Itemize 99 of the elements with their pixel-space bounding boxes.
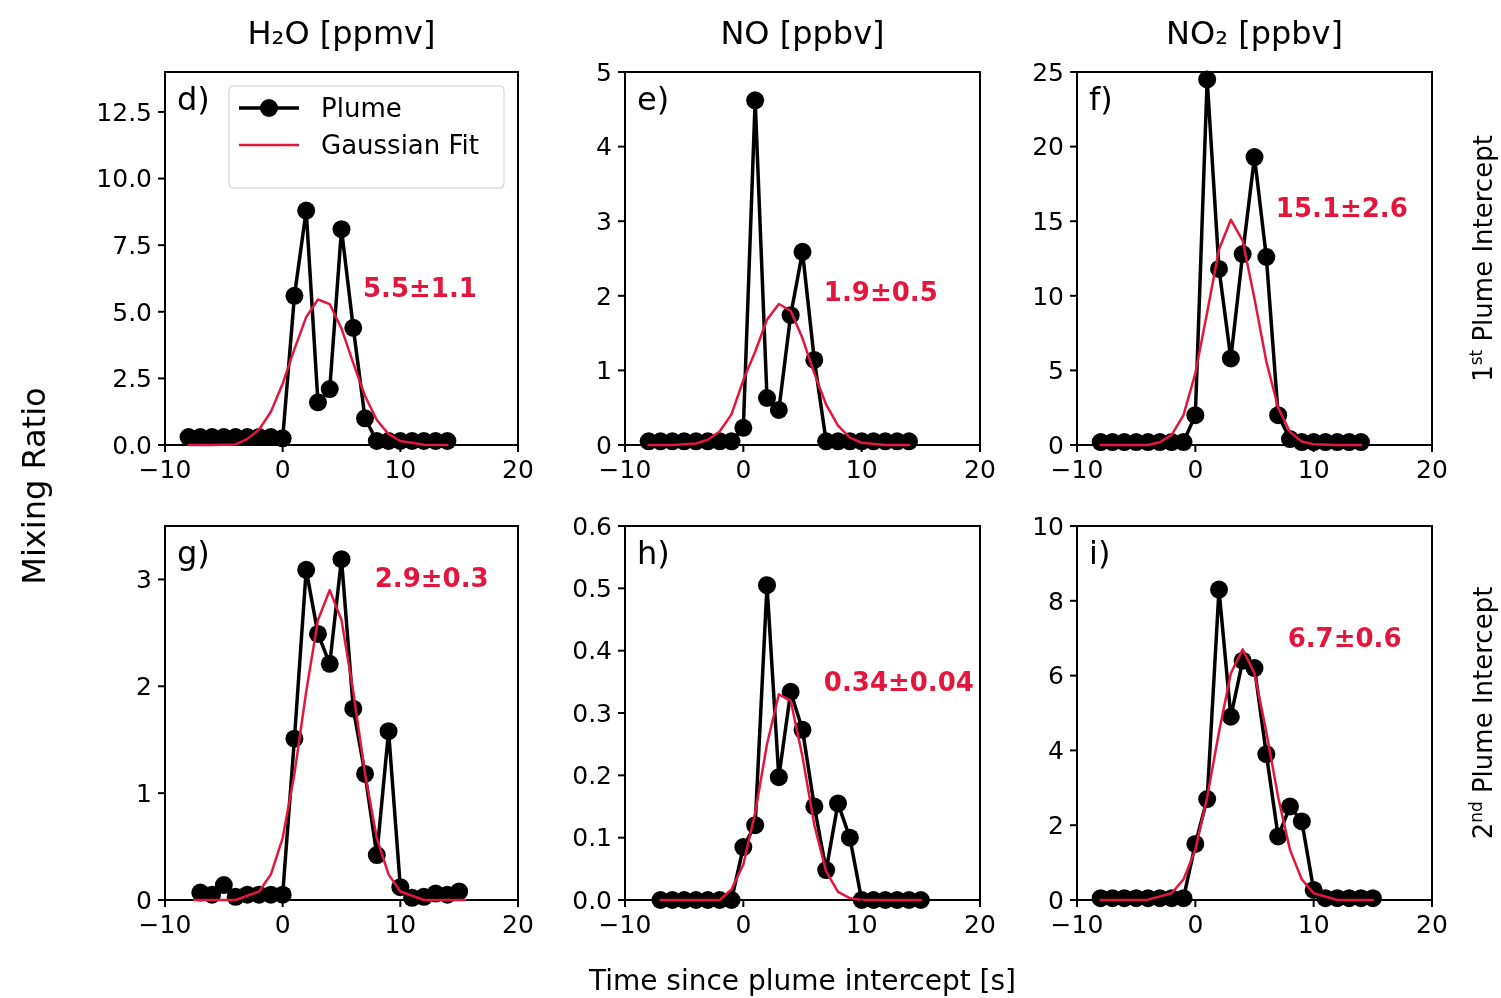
y-tick-label: 8 [1048, 586, 1064, 616]
y-tick-label: 2.5 [112, 364, 152, 394]
point [1221, 707, 1240, 726]
x-tick-label: 20 [964, 455, 996, 484]
annotation: f) [1089, 80, 1113, 118]
x-tick-label: 10 [1297, 910, 1330, 939]
x-tick-label: 0 [274, 455, 291, 484]
annotation: 6.7±0.6 [1287, 622, 1402, 653]
y-tick-label: 3 [596, 206, 612, 236]
annotation: h) [637, 534, 670, 572]
x-tick-label: 10 [384, 910, 417, 939]
x-tick-label: 0 [1187, 910, 1204, 939]
point [781, 682, 800, 701]
x-tick-label: 0 [735, 910, 752, 939]
x-axis-title: Time since plume intercept [s] [587, 964, 1017, 997]
annotation: i) [1089, 534, 1111, 572]
x-tick-label: 20 [1416, 455, 1448, 484]
point [746, 91, 765, 110]
y-tick-label: 0.2 [572, 761, 612, 791]
annotation: 1.9±0.5 [823, 277, 938, 308]
y-tick-label: 20 [1032, 132, 1064, 162]
y-tick-label: 5 [1048, 356, 1064, 386]
point [1292, 812, 1311, 831]
annotation: 15.1±2.6 [1275, 192, 1408, 223]
y-tick-label: 3 [136, 565, 152, 595]
y-tick-label: 5 [596, 57, 612, 87]
x-tick-label: 0 [1187, 455, 1204, 484]
y-tick-label: 12.5 [96, 97, 152, 127]
point [356, 409, 375, 428]
y-tick-label: 0.3 [572, 698, 612, 728]
point [320, 654, 339, 673]
x-tick-label: 10 [845, 910, 878, 939]
point [308, 393, 327, 412]
point [332, 550, 351, 569]
legend-label: Gaussian Fit [321, 130, 480, 161]
annotation: 2.9±0.3 [374, 563, 489, 594]
point [769, 400, 788, 419]
y-tick-label: 2 [1048, 810, 1064, 840]
point [1245, 148, 1264, 167]
point [332, 220, 351, 239]
x-tick-label: 10 [845, 455, 878, 484]
x-tick-label: 10 [384, 455, 417, 484]
y-tick-label: 4 [596, 132, 612, 162]
chart-title: NO [ppbv] [720, 14, 885, 52]
point [793, 242, 812, 261]
x-tick-label: 0 [274, 910, 291, 939]
y-axis-title: Mixing Ratio [15, 387, 53, 585]
x-tick-label: 20 [502, 910, 534, 939]
y-tick-label: 0.6 [572, 511, 612, 541]
point [734, 418, 753, 437]
x-tick-label: 0 [735, 455, 752, 484]
y-tick-label: 5.0 [112, 297, 152, 327]
point [1281, 797, 1299, 816]
point [758, 576, 776, 595]
y-tick-label: 25 [1032, 57, 1064, 87]
point [450, 882, 469, 901]
point [769, 768, 788, 787]
y-tick-label: 2 [596, 281, 612, 311]
point [297, 560, 316, 579]
point [1221, 349, 1240, 368]
x-tick-label: 20 [502, 455, 534, 484]
annotation: g) [177, 534, 210, 572]
point [829, 794, 847, 813]
point [1210, 580, 1228, 599]
y-tick-label: 4 [1048, 736, 1064, 766]
y-tick-label: 0.1 [572, 823, 612, 853]
point [1186, 406, 1205, 425]
point [758, 389, 776, 407]
annotation: e) [637, 80, 670, 118]
point [379, 722, 398, 741]
y-tick-label: 2 [136, 672, 152, 702]
chart-title: NO₂ [ppbv] [1166, 14, 1343, 52]
point [1269, 827, 1288, 846]
x-tick-label: 20 [1416, 910, 1448, 939]
x-tick-label: 20 [964, 910, 996, 939]
point [344, 318, 363, 337]
y-tick-label: 1 [596, 356, 612, 386]
annotation: 0.34±0.04 [823, 667, 974, 698]
y-tick-label: 10 [1032, 511, 1064, 541]
annotation: d) [177, 80, 210, 118]
y-tick-label: 0.4 [572, 636, 612, 666]
y-tick-label: 7.5 [112, 230, 152, 260]
annotation: 5.5±1.1 [362, 272, 477, 303]
point [1257, 248, 1276, 267]
y-tick-label: 0.5 [572, 574, 612, 604]
x-tick-label: 10 [1297, 455, 1330, 484]
y-tick-label: 10.0 [96, 164, 152, 194]
point [285, 286, 304, 305]
chart-title: H₂O [ppmv] [247, 14, 436, 52]
point [1198, 70, 1217, 89]
y-tick-label: 1 [136, 778, 152, 808]
y-tick-label: 15 [1032, 206, 1064, 236]
point [840, 828, 859, 847]
point [214, 876, 233, 895]
point [297, 201, 316, 220]
legend-label: Plume [321, 93, 402, 124]
y-tick-label: 10 [1032, 281, 1064, 311]
point [320, 380, 339, 399]
y-tick-label: 6 [1048, 661, 1064, 691]
